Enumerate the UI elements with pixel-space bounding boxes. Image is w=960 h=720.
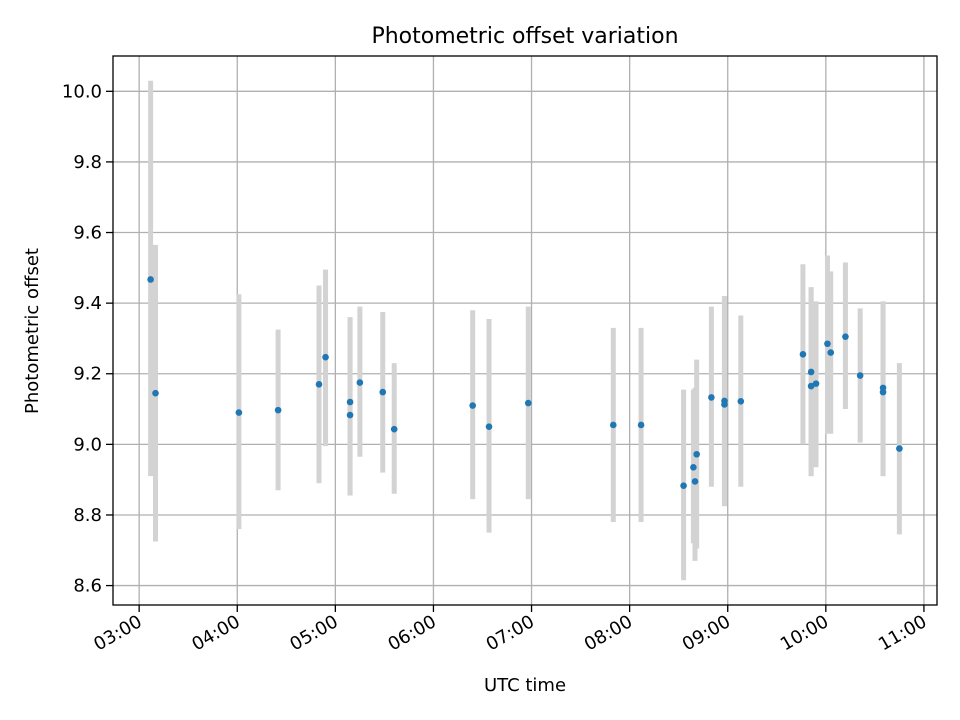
- chart-title: Photometric offset variation: [371, 24, 678, 49]
- data-point: [807, 382, 815, 390]
- data-point: [812, 380, 820, 387]
- y-tick-label: 9.6: [73, 223, 102, 244]
- y-tick-label: 9.8: [73, 152, 102, 173]
- y-axis: 8.6 8.8 9.0 9.2 9.4 9.6 9.8 10.0: [62, 81, 113, 597]
- y-tick-label: 9.4: [73, 293, 102, 314]
- data-point: [737, 397, 745, 405]
- data-point: [524, 399, 532, 407]
- data-point: [637, 421, 645, 429]
- data-point: [346, 398, 354, 406]
- data-point: [235, 409, 243, 416]
- grid: [113, 56, 937, 605]
- y-axis-label: Photometric offset: [22, 248, 43, 414]
- data-point: [274, 406, 282, 414]
- data-point: [315, 381, 323, 388]
- data-point: [346, 411, 354, 419]
- y-tick-label: 8.8: [73, 505, 102, 526]
- data-point: [609, 421, 617, 429]
- data-point: [827, 349, 835, 356]
- x-axis-label: UTC time: [484, 675, 566, 696]
- y-tick-label: 9.0: [73, 434, 102, 455]
- data-point: [485, 423, 493, 431]
- y-tick-label: 8.6: [73, 576, 102, 597]
- data-point: [322, 353, 329, 361]
- data-point: [390, 425, 398, 433]
- data-point: [879, 384, 887, 392]
- data-point: [152, 389, 159, 397]
- data-point: [856, 372, 864, 379]
- data-point: [147, 276, 154, 283]
- data-point: [708, 394, 715, 401]
- plot-frame: [112, 55, 938, 606]
- data-point: [690, 464, 697, 471]
- data-point: [799, 351, 807, 358]
- data-points: [147, 276, 903, 489]
- data-point: [824, 340, 831, 348]
- data-point: [356, 379, 364, 386]
- y-tick-label: 10.0: [62, 81, 102, 102]
- y-tick-label: 9.2: [73, 364, 102, 385]
- data-point: [680, 482, 687, 489]
- data-point: [379, 388, 387, 396]
- data-point: [721, 397, 728, 405]
- data-point: [842, 333, 849, 340]
- data-point: [469, 402, 476, 409]
- data-point: [693, 450, 700, 458]
- data-point: [807, 368, 815, 376]
- data-point: [896, 445, 903, 452]
- data-point: [691, 478, 699, 485]
